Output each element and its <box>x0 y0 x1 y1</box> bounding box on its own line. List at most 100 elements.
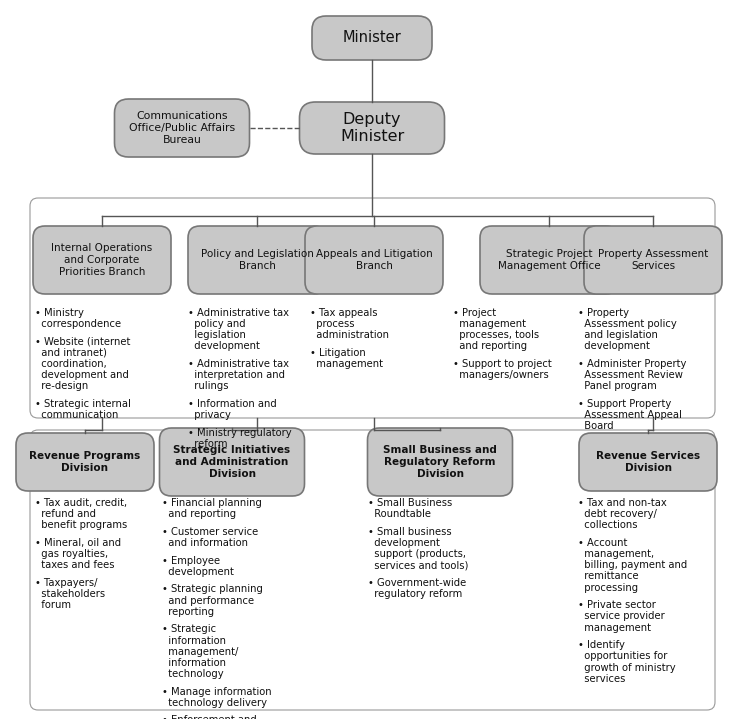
Text: • Administrative tax: • Administrative tax <box>188 359 289 369</box>
Text: Strategic Initiatives
and Administration
Division: Strategic Initiatives and Administration… <box>174 445 291 479</box>
Text: gas royalties,: gas royalties, <box>35 549 108 559</box>
Text: reporting: reporting <box>162 607 214 617</box>
Text: • Manage information: • Manage information <box>162 687 272 697</box>
Text: Revenue Services
Division: Revenue Services Division <box>596 452 700 473</box>
Text: opportunities for: opportunities for <box>578 651 668 661</box>
Text: policy and: policy and <box>188 319 246 329</box>
Text: • Property: • Property <box>578 308 629 318</box>
FancyBboxPatch shape <box>188 226 326 294</box>
Text: development: development <box>188 342 260 352</box>
Text: forum: forum <box>35 600 71 610</box>
Text: • Small Business: • Small Business <box>368 498 452 508</box>
Text: • Strategic: • Strategic <box>162 624 216 634</box>
Text: administration: administration <box>310 330 389 340</box>
Text: and legislation: and legislation <box>578 330 658 340</box>
Text: • Employee: • Employee <box>162 556 220 566</box>
FancyBboxPatch shape <box>115 99 250 157</box>
Text: communication: communication <box>35 411 118 420</box>
Text: • Account: • Account <box>578 538 627 548</box>
Text: development: development <box>578 342 650 352</box>
Text: billing, payment and: billing, payment and <box>578 560 687 570</box>
Text: • Enforcement and: • Enforcement and <box>162 715 257 719</box>
Text: • Taxpayers/: • Taxpayers/ <box>35 578 98 588</box>
Text: development: development <box>368 538 440 548</box>
Text: debt recovery/: debt recovery/ <box>578 509 657 519</box>
Text: • Administer Property: • Administer Property <box>578 359 686 369</box>
Text: • Information and: • Information and <box>188 399 276 409</box>
Text: • Identify: • Identify <box>578 640 625 650</box>
Text: services and tools): services and tools) <box>368 560 469 570</box>
Text: information: information <box>162 636 226 646</box>
Text: Communications
Office/Public Affairs
Bureau: Communications Office/Public Affairs Bur… <box>129 111 235 145</box>
Text: Property Assessment
Services: Property Assessment Services <box>598 249 708 271</box>
Text: • Support to project: • Support to project <box>453 359 552 369</box>
Text: • Strategic planning: • Strategic planning <box>162 585 263 595</box>
Text: and intranet): and intranet) <box>35 348 107 358</box>
Text: and reporting: and reporting <box>453 342 527 352</box>
FancyBboxPatch shape <box>579 433 717 491</box>
Text: managers/owners: managers/owners <box>453 370 549 380</box>
Text: Policy and Legislation
Branch: Policy and Legislation Branch <box>200 249 314 271</box>
FancyBboxPatch shape <box>367 428 513 496</box>
Text: • Private sector: • Private sector <box>578 600 656 610</box>
FancyBboxPatch shape <box>33 226 171 294</box>
Text: • Ministry regulatory: • Ministry regulatory <box>188 428 291 438</box>
Text: • Customer service: • Customer service <box>162 527 259 537</box>
FancyBboxPatch shape <box>480 226 618 294</box>
Text: privacy: privacy <box>188 411 231 420</box>
Text: and information: and information <box>162 538 248 548</box>
Text: Assessment Review: Assessment Review <box>578 370 683 380</box>
Text: taxes and fees: taxes and fees <box>35 560 115 570</box>
Text: remittance: remittance <box>578 572 638 582</box>
Text: • Website (internet: • Website (internet <box>35 336 130 347</box>
Text: management: management <box>453 319 526 329</box>
Text: stakeholders: stakeholders <box>35 589 105 599</box>
Text: • Strategic internal: • Strategic internal <box>35 399 131 409</box>
Text: Minister: Minister <box>343 30 402 45</box>
Text: • Administrative tax: • Administrative tax <box>188 308 289 318</box>
Text: refund and: refund and <box>35 509 96 519</box>
Text: Assessment policy: Assessment policy <box>578 319 676 329</box>
FancyBboxPatch shape <box>584 226 722 294</box>
Text: Deputy
Minister: Deputy Minister <box>340 111 404 145</box>
Text: • Mineral, oil and: • Mineral, oil and <box>35 538 121 548</box>
Text: regulatory reform: regulatory reform <box>368 589 462 599</box>
Text: information: information <box>162 658 226 668</box>
Text: • Tax and non-tax: • Tax and non-tax <box>578 498 667 508</box>
Text: interpretation and: interpretation and <box>188 370 285 380</box>
FancyBboxPatch shape <box>16 433 154 491</box>
Text: rulings: rulings <box>188 382 229 391</box>
Text: • Litigation: • Litigation <box>310 348 366 358</box>
Text: growth of ministry: growth of ministry <box>578 662 676 672</box>
Text: • Small business: • Small business <box>368 527 451 537</box>
Text: benefit programs: benefit programs <box>35 521 127 531</box>
Text: legislation: legislation <box>188 330 246 340</box>
Text: collections: collections <box>578 521 638 531</box>
Text: Roundtable: Roundtable <box>368 509 431 519</box>
Text: Appeals and Litigation
Branch: Appeals and Litigation Branch <box>316 249 432 271</box>
Text: management/: management/ <box>162 646 238 656</box>
Text: Revenue Programs
Division: Revenue Programs Division <box>29 452 141 473</box>
Text: management,: management, <box>578 549 654 559</box>
Text: process: process <box>310 319 355 329</box>
Text: • Financial planning: • Financial planning <box>162 498 262 508</box>
FancyBboxPatch shape <box>159 428 305 496</box>
Text: • Support Property: • Support Property <box>578 399 671 409</box>
Text: and performance: and performance <box>162 595 254 605</box>
Text: processing: processing <box>578 582 638 592</box>
Text: technology delivery: technology delivery <box>162 698 267 707</box>
Text: • Government-wide: • Government-wide <box>368 578 466 588</box>
Text: re-design: re-design <box>35 382 88 391</box>
FancyBboxPatch shape <box>312 16 432 60</box>
Text: service provider: service provider <box>578 611 665 621</box>
Text: Board: Board <box>578 421 614 431</box>
Text: processes, tools: processes, tools <box>453 330 539 340</box>
Text: management: management <box>310 359 383 369</box>
Text: Panel program: Panel program <box>578 382 657 391</box>
Text: support (products,: support (products, <box>368 549 466 559</box>
Text: Small Business and
Regulatory Reform
Division: Small Business and Regulatory Reform Div… <box>383 445 497 479</box>
Text: • Ministry: • Ministry <box>35 308 84 318</box>
Text: development: development <box>162 567 234 577</box>
Text: and reporting: and reporting <box>162 509 236 519</box>
Text: services: services <box>578 674 625 684</box>
